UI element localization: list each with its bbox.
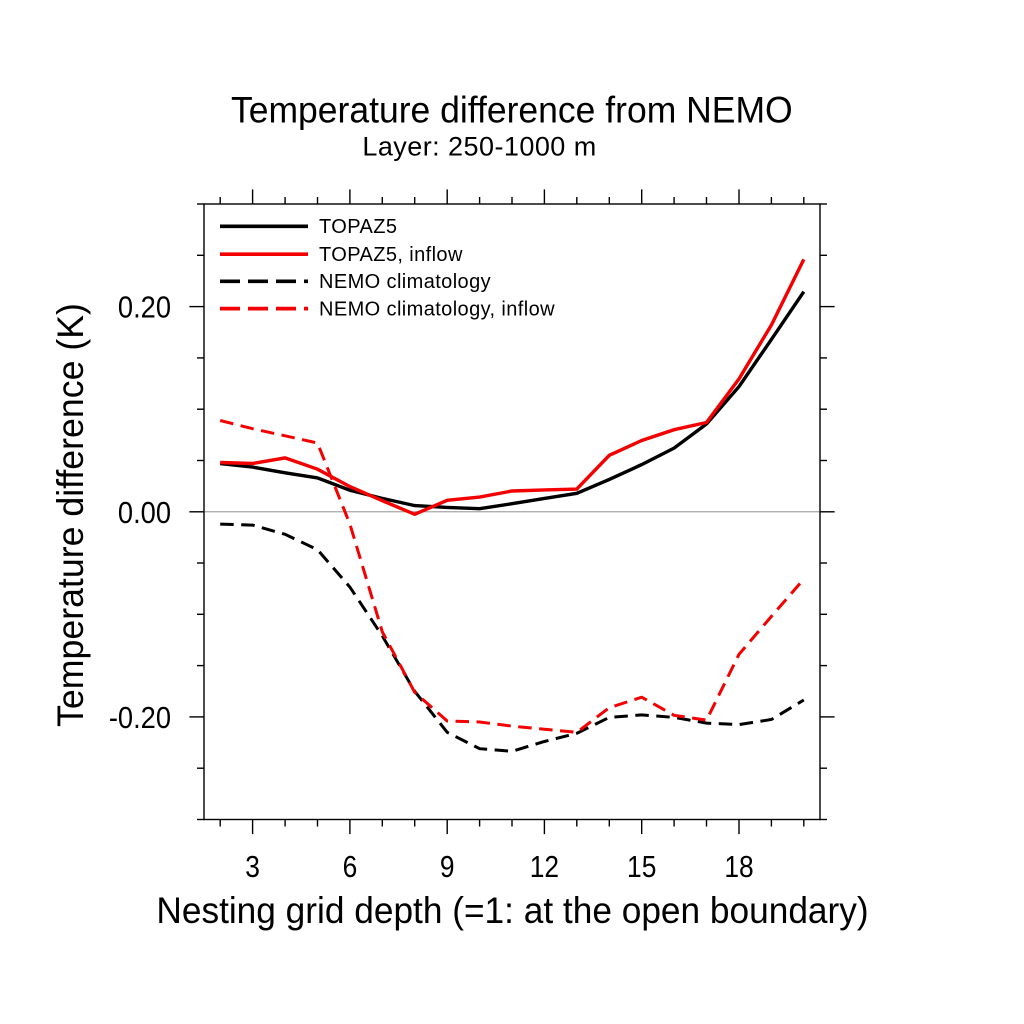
svg-text:-0.20: -0.20 — [109, 701, 171, 735]
svg-text:TOPAZ5: TOPAZ5 — [319, 216, 397, 238]
svg-text:12: 12 — [530, 850, 559, 884]
svg-text:NEMO climatology, inflow: NEMO climatology, inflow — [319, 299, 555, 321]
svg-text:15: 15 — [627, 850, 656, 884]
svg-text:18: 18 — [724, 850, 753, 884]
svg-text:9: 9 — [440, 850, 455, 884]
svg-text:3: 3 — [245, 850, 260, 884]
svg-text:TOPAZ5, inflow: TOPAZ5, inflow — [319, 244, 463, 266]
svg-text:0.20: 0.20 — [118, 291, 171, 325]
svg-text:0.00: 0.00 — [118, 496, 171, 530]
svg-text:6: 6 — [343, 850, 358, 884]
svg-text:NEMO climatology: NEMO climatology — [319, 271, 491, 293]
svg-text:Layer: 250-1000 m: Layer: 250-1000 m — [362, 131, 596, 161]
svg-text:Temperature difference (K): Temperature difference (K) — [49, 303, 91, 727]
svg-text:Nesting grid depth (=1: at the: Nesting grid depth (=1: at the open boun… — [156, 889, 868, 931]
svg-text:Temperature difference from NE: Temperature difference from NEMO — [231, 89, 793, 131]
